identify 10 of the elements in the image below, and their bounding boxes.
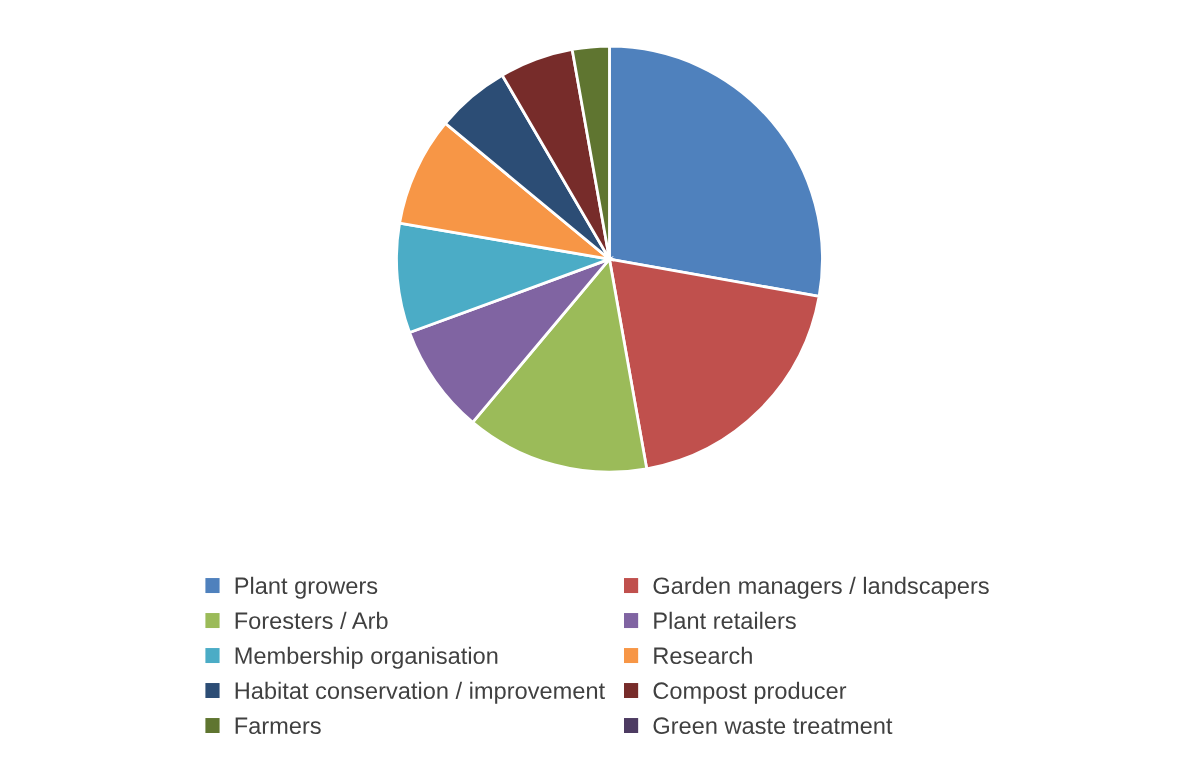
legend-label: Research xyxy=(654,646,752,665)
legend-label: Plant retailers xyxy=(654,611,796,630)
legend-label: Green waste treatment xyxy=(653,717,893,735)
legend-label: Membership organisation xyxy=(235,646,498,669)
legend-label: Plant growers xyxy=(235,576,378,599)
legend-label: Habitat conservation / improvement xyxy=(235,681,605,704)
legend-label: Garden managers / landscapers xyxy=(653,576,989,599)
legend-label: Farmers xyxy=(235,717,321,735)
legend-label: Foresters / Arb xyxy=(235,611,388,630)
legend-label: Compost producer xyxy=(653,681,847,704)
